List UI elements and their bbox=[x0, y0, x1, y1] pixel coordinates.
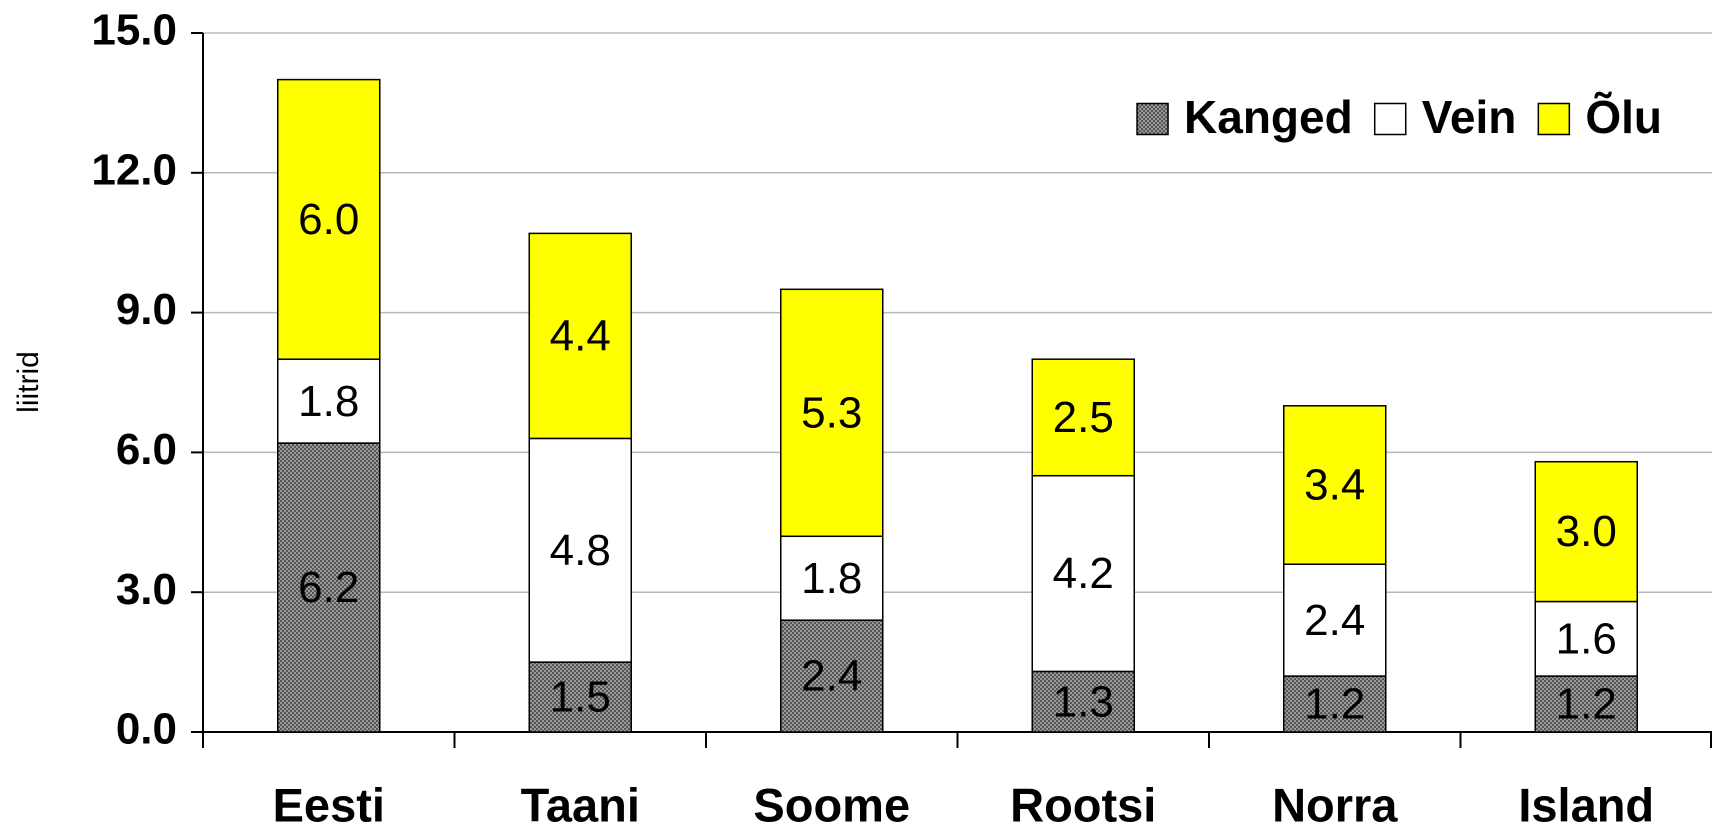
data-label: 6.0 bbox=[298, 195, 359, 244]
data-label: 1.2 bbox=[1304, 680, 1365, 729]
x-tick-label: Soome bbox=[753, 778, 910, 831]
bar-segment bbox=[1283, 563, 1387, 677]
bar-segment bbox=[277, 78, 381, 360]
data-label: 2.5 bbox=[1053, 393, 1114, 442]
legend-label: Kanged bbox=[1184, 91, 1353, 143]
x-tick-label: Taani bbox=[521, 778, 640, 831]
legend: Kanged Vein Õlu bbox=[1136, 91, 1662, 143]
data-label: 1.5 bbox=[550, 673, 611, 722]
bar-segment bbox=[277, 358, 381, 444]
data-label: 6.2 bbox=[298, 563, 359, 612]
data-label: 5.3 bbox=[801, 388, 862, 437]
bar-segment bbox=[528, 437, 632, 663]
data-label: 1.6 bbox=[1556, 614, 1617, 663]
bar-segment bbox=[1031, 670, 1135, 733]
bar-segment bbox=[1534, 460, 1638, 603]
y-tick-label: 0.0 bbox=[116, 705, 177, 754]
bar-segment bbox=[1534, 675, 1638, 733]
bar-segment bbox=[528, 232, 632, 440]
bar-segment bbox=[780, 535, 884, 621]
y-tick-label: 12.0 bbox=[91, 145, 177, 194]
y-tick-label: 15.0 bbox=[91, 6, 177, 55]
bar-segment bbox=[1031, 358, 1135, 477]
bar-segment bbox=[277, 442, 381, 733]
legend-swatch bbox=[1373, 102, 1407, 136]
x-tick-label: Island bbox=[1518, 778, 1654, 831]
x-tick-label: Rootsi bbox=[1010, 778, 1156, 831]
y-tick-label: 9.0 bbox=[116, 285, 177, 334]
y-axis-label: liitrid bbox=[12, 351, 45, 413]
legend-label: Vein bbox=[1422, 91, 1517, 143]
legend-swatch bbox=[1537, 102, 1571, 136]
data-label: 1.3 bbox=[1053, 677, 1114, 726]
data-label: 4.2 bbox=[1053, 549, 1114, 598]
data-label: 2.4 bbox=[801, 652, 862, 701]
data-label: 1.8 bbox=[801, 554, 862, 603]
data-label: 1.2 bbox=[1556, 680, 1617, 729]
legend-swatch bbox=[1136, 102, 1169, 136]
data-label: 1.8 bbox=[298, 377, 359, 426]
x-tick-label: Norra bbox=[1272, 778, 1398, 831]
data-label: 3.4 bbox=[1304, 461, 1365, 510]
bar-segment bbox=[1534, 600, 1638, 677]
data-label: 3.0 bbox=[1556, 507, 1617, 556]
legend-label: Õlu bbox=[1585, 91, 1662, 143]
x-tick-label: Eesti bbox=[273, 778, 385, 831]
bar-segment bbox=[1283, 405, 1387, 565]
y-tick-label: 3.0 bbox=[116, 565, 177, 614]
bar-segment bbox=[780, 619, 884, 733]
data-label: 4.8 bbox=[550, 526, 611, 575]
data-label: 2.4 bbox=[1304, 596, 1365, 645]
data-label: 4.4 bbox=[550, 312, 611, 361]
bar-segment bbox=[780, 288, 884, 538]
y-tick-label: 6.0 bbox=[116, 425, 177, 474]
